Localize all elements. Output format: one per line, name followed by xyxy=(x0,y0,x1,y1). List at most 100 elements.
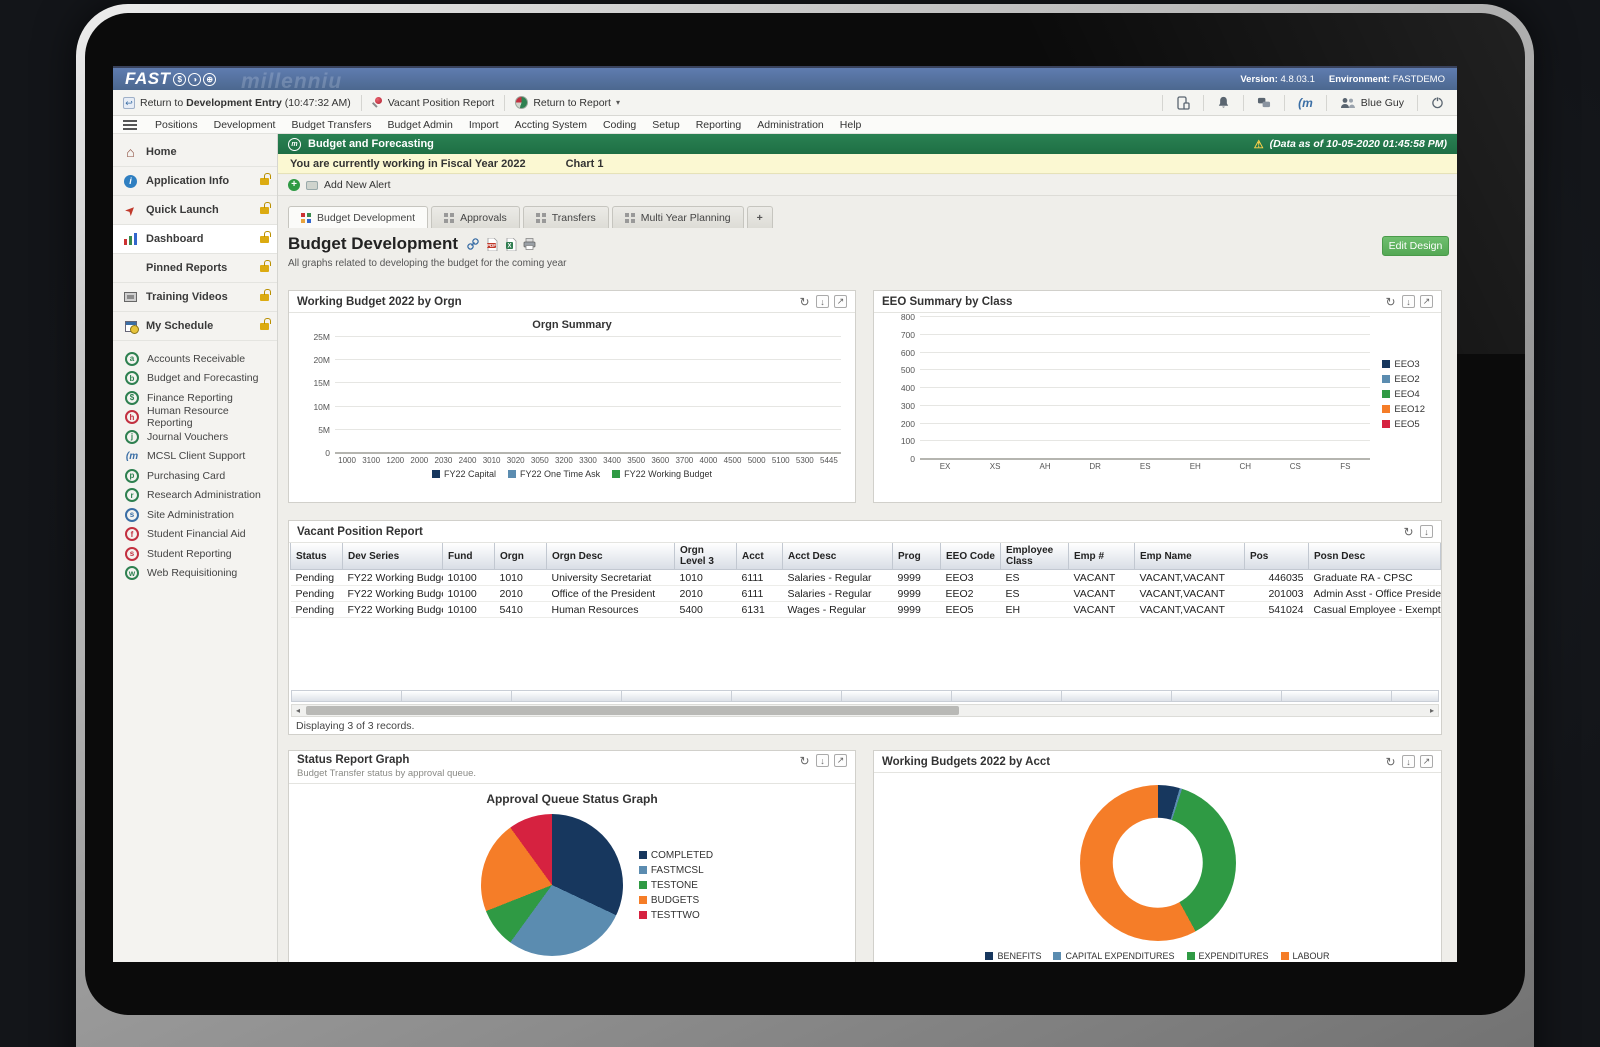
pdf-export-icon[interactable]: PDF xyxy=(485,237,498,251)
column-header-employee-class[interactable]: Employee Class xyxy=(1000,543,1069,570)
tab-label: Approvals xyxy=(460,211,507,224)
column-header-status[interactable]: Status xyxy=(290,543,343,570)
refresh-icon[interactable]: ↻ xyxy=(799,294,810,309)
download-icon[interactable]: ↓ xyxy=(1402,755,1415,768)
open-window-icon[interactable]: ↗ xyxy=(834,295,847,308)
add-icon: + xyxy=(288,179,300,191)
sidebar-module-site-administration[interactable]: s Site Administration xyxy=(113,505,277,525)
menu-item-positions[interactable]: Positions xyxy=(155,118,198,131)
print-icon[interactable] xyxy=(523,238,536,251)
sidebar-module-mcsl-client-support[interactable]: (m MCSL Client Support xyxy=(113,447,277,467)
sidebar-module-budget-and-forecasting[interactable]: b Budget and Forecasting xyxy=(113,369,277,389)
scroll-left-icon[interactable]: ◂ xyxy=(295,706,300,715)
excel-export-icon[interactable]: X xyxy=(504,237,517,251)
table-cell: 5400 xyxy=(674,601,737,618)
column-header-dev-series[interactable]: Dev Series xyxy=(342,543,443,570)
logout-button[interactable] xyxy=(1418,90,1457,115)
link-icon[interactable] xyxy=(466,238,479,251)
refresh-icon[interactable]: ↻ xyxy=(1385,754,1396,769)
menu-item-setup[interactable]: Setup xyxy=(652,118,680,131)
menu-item-reporting[interactable]: Reporting xyxy=(695,118,742,131)
sidebar-module-finance-reporting[interactable]: $ Finance Reporting xyxy=(113,388,277,408)
column-header-acct-desc[interactable]: Acct Desc xyxy=(782,543,893,570)
column-header-emp[interactable]: Emp # xyxy=(1068,543,1135,570)
open-window-icon[interactable]: ↗ xyxy=(834,754,847,767)
column-header-pos[interactable]: Pos xyxy=(1244,543,1309,570)
column-header-prog[interactable]: Prog xyxy=(892,543,941,570)
sidebar-item-label: My Schedule xyxy=(146,320,214,332)
menu-item-accting-system[interactable]: Accting System xyxy=(514,118,587,131)
download-icon[interactable]: ↓ xyxy=(1402,295,1415,308)
sidebar-module-accounts-receivable[interactable]: a Accounts Receivable xyxy=(113,349,277,369)
scrollbar-thumb[interactable] xyxy=(306,706,960,715)
sidebar-module-student-reporting[interactable]: s Student Reporting xyxy=(113,544,277,564)
hamburger-menu-icon[interactable] xyxy=(123,119,137,130)
messages-button[interactable] xyxy=(1244,90,1284,115)
tab-budget-development[interactable]: Budget Development xyxy=(288,206,429,228)
table-row[interactable]: Pending FY22 Working Budget 10100 1010 Unive… xyxy=(290,569,1441,586)
refresh-icon[interactable]: ↻ xyxy=(1385,294,1396,309)
column-header-orgn[interactable]: Orgn xyxy=(494,543,547,570)
sidebar-item-application-info[interactable]: i Application Info xyxy=(113,167,277,196)
download-icon[interactable]: ↓ xyxy=(816,754,829,767)
sidebar-item-pinned-reports[interactable]: Pinned Reports xyxy=(113,254,277,283)
open-window-icon[interactable]: ↗ xyxy=(1420,755,1433,768)
tab-approvals[interactable]: Approvals xyxy=(431,206,520,228)
sidebar-item-home[interactable]: ⌂ Home xyxy=(113,138,277,167)
page-title: Budget Development xyxy=(288,234,459,253)
sidebar-item-my-schedule[interactable]: My Schedule xyxy=(113,312,277,341)
devices-button[interactable] xyxy=(1163,90,1203,115)
menu-item-import[interactable]: Import xyxy=(468,118,499,131)
download-icon[interactable]: ↓ xyxy=(1420,525,1433,538)
open-window-icon[interactable]: ↗ xyxy=(1420,295,1433,308)
tab-multi-year-planning[interactable]: Multi Year Planning xyxy=(611,206,744,228)
column-header-orgn-level-3[interactable]: Orgn Level 3 xyxy=(674,543,737,570)
sidebar-module-journal-vouchers[interactable]: j Journal Vouchers xyxy=(113,427,277,447)
tab-transfers[interactable]: Transfers xyxy=(522,206,609,228)
column-header-posn-desc[interactable]: Posn Desc xyxy=(1308,543,1441,570)
table-cell: VACANT,VACANT xyxy=(1134,585,1245,602)
user-menu[interactable]: Blue Guy xyxy=(1327,90,1417,115)
sidebar-module-purchasing-card[interactable]: p Purchasing Card xyxy=(113,466,277,486)
table-cell: EEO5 xyxy=(940,601,1001,618)
vacant-position-report-button[interactable]: Vacant Position Report xyxy=(362,90,505,115)
sidebar-module-research-administration[interactable]: r Research Administration xyxy=(113,486,277,506)
panel-vacant-position-report: Vacant Position Report ↻ ↓ Status Dev Ser… xyxy=(288,520,1442,735)
return-to-development-entry-button[interactable]: ↩ Return to Development Entry (10:47:32 … xyxy=(113,90,361,115)
column-header-orgn-desc[interactable]: Orgn Desc xyxy=(546,543,675,570)
refresh-icon[interactable]: ↻ xyxy=(799,753,810,768)
tab-add[interactable]: + xyxy=(746,206,773,228)
sidebar-item-training-videos[interactable]: Training Videos xyxy=(113,283,277,312)
table-row[interactable]: Pending FY22 Working Budget 10100 2010 Offic… xyxy=(290,585,1441,602)
scroll-right-icon[interactable]: ▸ xyxy=(1429,706,1434,715)
sidebar-item-label: Pinned Reports xyxy=(146,262,228,274)
notifications-button[interactable] xyxy=(1204,90,1243,115)
download-icon[interactable]: ↓ xyxy=(816,295,829,308)
column-header-fund[interactable]: Fund xyxy=(442,543,495,570)
sidebar-item-dashboard[interactable]: Dashboard xyxy=(113,225,277,254)
menu-item-development[interactable]: Development xyxy=(213,118,276,131)
return-to-report-button[interactable]: Return to Report ▾ xyxy=(505,90,630,115)
add-new-alert-button[interactable]: Add New Alert xyxy=(324,179,391,191)
edit-design-button[interactable]: Edit Design xyxy=(1382,236,1449,256)
table-row[interactable]: Pending FY22 Working Budget 10100 5410 Human… xyxy=(290,601,1441,618)
menu-item-help[interactable]: Help xyxy=(839,118,862,131)
menu-item-budget-admin[interactable]: Budget Admin xyxy=(387,118,453,131)
schedule-icon xyxy=(124,320,139,334)
sidebar-item-quick-launch[interactable]: ➤ Quick Launch xyxy=(113,196,277,225)
refresh-icon[interactable]: ↻ xyxy=(1403,524,1414,539)
module-logo-icon: r xyxy=(125,488,139,503)
column-header-emp-name[interactable]: Emp Name xyxy=(1134,543,1245,570)
menu-item-budget-transfers[interactable]: Budget Transfers xyxy=(291,118,372,131)
sidebar-module-web-requisitioning[interactable]: w Web Requisitioning xyxy=(113,564,277,584)
legend-swatch xyxy=(638,851,647,859)
sidebar-module-student-financial-aid[interactable]: f Student Financial Aid xyxy=(113,525,277,545)
menu-item-administration[interactable]: Administration xyxy=(757,118,824,131)
mcsl-button[interactable]: (m xyxy=(1285,90,1326,115)
menu-item-coding[interactable]: Coding xyxy=(602,118,637,131)
column-header-eeo-code[interactable]: EEO Code xyxy=(940,543,1001,570)
table-horizontal-scrollbar[interactable]: ◂ ▸ xyxy=(291,704,1439,717)
column-header-acct[interactable]: Acct xyxy=(736,543,783,570)
sidebar-module-human-resource-reporting[interactable]: h Human Resource Reporting xyxy=(113,405,277,429)
panel-subtitle: Budget Transfer status by approval queue… xyxy=(297,768,477,779)
